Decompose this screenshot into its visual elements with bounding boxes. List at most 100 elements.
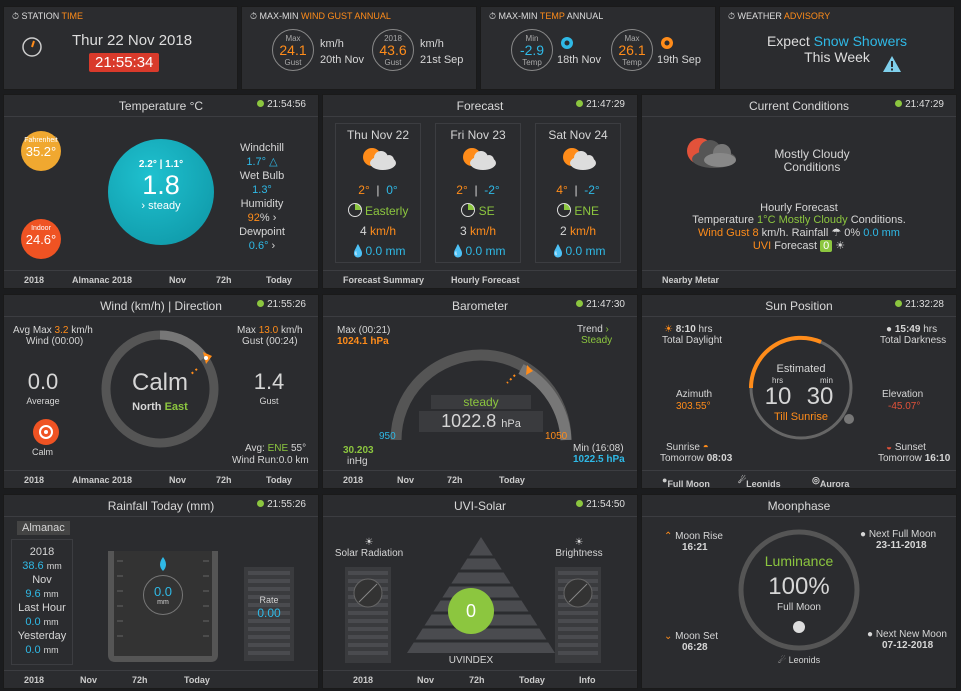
- footer-link-today[interactable]: Today: [266, 275, 292, 285]
- new-moon-icon: ●: [867, 629, 874, 640]
- meteor-icon: ☄: [778, 655, 787, 665]
- temp-annual-panel: ⏱ MAX-MIN TEMP ANNUAL Min -2.9 Temp 18th N…: [480, 6, 716, 90]
- wind-direction-icon: [461, 203, 476, 217]
- footer-link-today[interactable]: Today: [184, 675, 210, 685]
- footer-link-nov[interactable]: Nov: [169, 475, 187, 485]
- min-temp-gauge: Min -2.9 Temp: [511, 29, 553, 71]
- barometer-footer: 2018 Nov 72h Today: [323, 470, 637, 488]
- current-conditions-panel: Current Conditions 21:47:29 Mostly Cloud…: [641, 94, 957, 289]
- temperature-panel: Temperature °C 21:54:56 Fahrenheit 35.2° …: [3, 94, 319, 289]
- footer-link-today[interactable]: Today: [266, 475, 292, 485]
- rain-almanac-box: 2018 38.6 mm Nov 9.6 mm Last Hour 0.0 mm…: [11, 539, 73, 665]
- temperature-dial: 2.2° | 1.1° 1.8 › steady: [108, 139, 214, 245]
- station-date: Thur 22 Nov 2018: [72, 32, 193, 49]
- forecast-day-card: Sat Nov 24 4° | -2° ENE 2 km/h 💧0.0 mm: [535, 123, 621, 263]
- footer-link-2018[interactable]: 2018: [24, 275, 45, 285]
- trend-chevron-icon[interactable]: ›: [605, 324, 609, 335]
- sun-icon: ☀: [835, 240, 846, 252]
- cold-thermometer-icon: [561, 37, 573, 49]
- aurora-link[interactable]: ◎ Aurora: [812, 475, 850, 489]
- rain-rate-gauge: [244, 567, 294, 661]
- forecast-panel: Forecast 21:47:29 Thu Nov 22 2° | 0° East…: [322, 94, 638, 289]
- forecast-footer: Forecast Summary Hourly Forecast: [323, 270, 637, 288]
- solar-radiation-gauge: [345, 567, 391, 663]
- raindrop-icon: 💧: [550, 244, 566, 258]
- sun-icon: ☀: [664, 324, 673, 335]
- windchill-warning-icon: △: [269, 156, 278, 168]
- wind-gust-annual-panel: ⏱ MAX-MIN WIND GUST ANNUAL Max 24.1 Gust k…: [241, 6, 477, 90]
- footer-link-today[interactable]: Today: [519, 675, 545, 685]
- wind-footer: 2018 Almanac 2018 Nov 72h Today: [4, 470, 318, 488]
- footer-link-2018[interactable]: 2018: [343, 475, 364, 485]
- dewpoint-chevron-icon[interactable]: ›: [271, 240, 276, 252]
- footer-link-nov[interactable]: Nov: [80, 675, 98, 685]
- barometer-title: Barometer: [323, 295, 637, 317]
- uvi-title: UVI-Solar: [323, 495, 637, 517]
- clock-icon: [22, 37, 42, 57]
- moonrise-icon: ⌃: [664, 531, 673, 542]
- temperature-title: Temperature °C: [4, 95, 318, 117]
- footer-link-72h[interactable]: 72h: [132, 675, 148, 685]
- wind-compass: [101, 330, 219, 448]
- sun-arc: [748, 335, 854, 440]
- moonset-icon: ⌄: [664, 631, 673, 642]
- footer-link-info[interactable]: Info: [579, 675, 596, 685]
- full-moon-link[interactable]: ● Full Moon: [662, 475, 710, 489]
- temperature-footer: 2018 Almanac 2018 Nov 72h Today: [4, 270, 318, 288]
- footer-link-72h[interactable]: 72h: [216, 275, 232, 285]
- weather-advisory-panel: ⏱ WEATHER ADVISORY Expect Snow Showers T…: [719, 6, 955, 90]
- partly-cloudy-icon: [563, 148, 596, 170]
- raindrop-icon: 💧: [450, 244, 466, 258]
- wind-title: Wind (km/h) | Direction: [4, 295, 318, 317]
- indoor-badge: Indoor 24.6°: [21, 219, 61, 259]
- barometer-gauge: [390, 349, 572, 441]
- wind-panel: Wind (km/h) | Direction 21:55:26 Avg Max…: [3, 294, 319, 489]
- nearby-metar-link[interactable]: Nearby Metar: [662, 275, 720, 285]
- forecast-day-card: Thu Nov 22 2° | 0° Easterly 4 km/h 💧0.0 mm: [335, 123, 421, 263]
- footer-link-72h[interactable]: 72h: [447, 475, 463, 485]
- fahrenheit-badge: Fahrenheit 35.2°: [21, 131, 61, 171]
- uvi-footer: 2018 Nov 72h Today Info: [323, 670, 637, 688]
- hourly-forecast-link[interactable]: Hourly Forecast: [451, 275, 520, 285]
- footer-link-2018[interactable]: 2018: [24, 475, 45, 485]
- wind-gust-annual-title: ⏱ MAX-MIN WIND GUST ANNUAL: [250, 11, 391, 21]
- weather-advisory-title: ⏱ WEATHER ADVISORY: [728, 11, 831, 21]
- wind-speed-icon: [33, 419, 59, 445]
- forecast-day-label: Sat Nov 24: [548, 128, 608, 142]
- full-moon-icon: ●: [860, 529, 867, 540]
- forecast-title: Forecast: [323, 95, 637, 117]
- footer-link-today[interactable]: Today: [499, 475, 525, 485]
- footer-link-almanac[interactable]: Almanac 2018: [72, 275, 133, 285]
- forecast-day-card: Fri Nov 23 2° | -2° SE 3 km/h 💧0.0 mm: [435, 123, 521, 263]
- forecast-summary-link[interactable]: Forecast Summary: [343, 275, 425, 285]
- humidity-chevron-icon[interactable]: ›: [272, 212, 277, 224]
- raindrop-icon: [160, 557, 166, 571]
- station-time-panel: ⏱ STATION TIME Thur 22 Nov 2018 21:55:34: [3, 6, 238, 90]
- warning-icon: [883, 56, 901, 72]
- sunrise-icon: ◓: [702, 442, 709, 453]
- footer-link-72h[interactable]: 72h: [469, 675, 485, 685]
- footer-link-nov[interactable]: Nov: [169, 275, 187, 285]
- year-gust-gauge: 2018 43.6 Gust: [372, 29, 414, 71]
- moonphase-panel: Moonphase ⌃ Moon Rise 16:21 ● Next Full …: [641, 494, 957, 689]
- forecast-day-label: Fri Nov 23: [450, 128, 506, 142]
- uvi-solar-panel: UVI-Solar 21:54:50 ☀ Solar Radiation ☀ Bri…: [322, 494, 638, 689]
- rainfall-title: Rainfall Today (mm): [4, 495, 318, 517]
- footer-link-nov[interactable]: Nov: [417, 675, 435, 685]
- leonids-link[interactable]: ☄ Leonids: [738, 475, 781, 489]
- partly-cloudy-icon: [363, 148, 396, 170]
- brightness-icon: ☀: [574, 537, 584, 548]
- umbrella-icon: ☂: [831, 227, 842, 239]
- footer-link-almanac[interactable]: Almanac 2018: [72, 475, 133, 485]
- footer-link-2018[interactable]: 2018: [24, 675, 45, 685]
- footer-link-nov[interactable]: Nov: [397, 475, 415, 485]
- footer-link-72h[interactable]: 72h: [216, 475, 232, 485]
- rainfall-panel: Rainfall Today (mm) 21:55:26 Almanac 201…: [3, 494, 319, 689]
- rainfall-footer: 2018 Nov 72h Today: [4, 670, 318, 688]
- moon-title: Moonphase: [642, 495, 956, 517]
- hot-thermometer-icon: [661, 37, 673, 49]
- station-time-title: ⏱ STATION TIME: [12, 11, 84, 21]
- partly-cloudy-icon: [463, 148, 496, 170]
- footer-link-2018[interactable]: 2018: [353, 675, 374, 685]
- sun-footer: ● Full Moon ☄ Leonids ◎ Aurora: [642, 470, 956, 488]
